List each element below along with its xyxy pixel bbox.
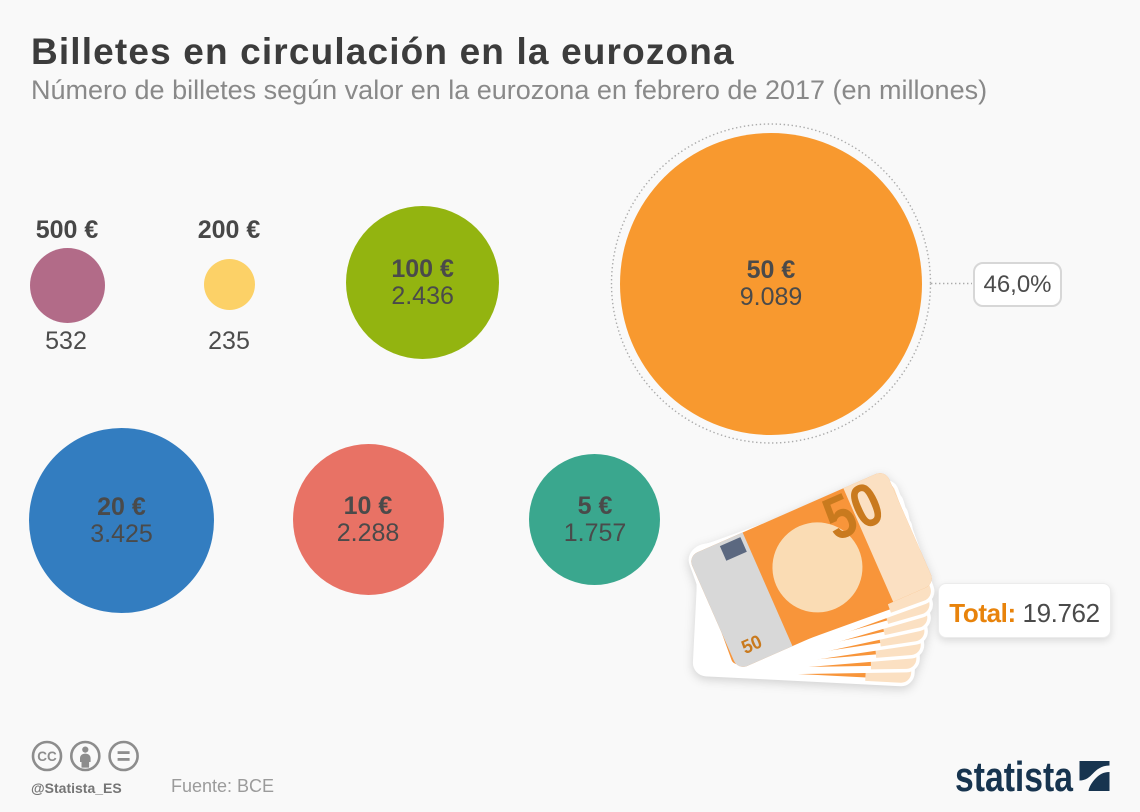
svg-text:statista: statista <box>955 755 1074 795</box>
svg-text:CC: CC <box>37 749 57 764</box>
